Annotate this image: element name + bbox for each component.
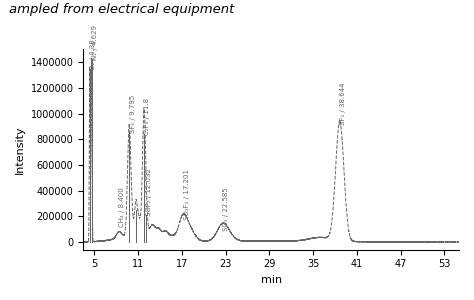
Y-axis label: Intensity: Intensity — [15, 125, 25, 174]
Text: O₂ / 4.38: O₂ / 4.38 — [90, 39, 96, 70]
Text: SO₂ / 22.585: SO₂ / 22.585 — [223, 187, 229, 231]
Text: C₂F₆ / 11.8: C₂F₆ / 11.8 — [144, 98, 150, 135]
Text: SF₄ / 38.644: SF₄ / 38.644 — [340, 82, 346, 124]
Text: SO₂F₂ / 17.201: SO₂F₂ / 17.201 — [183, 169, 190, 220]
Text: CH₄ / 8.400: CH₄ / 8.400 — [119, 188, 126, 227]
Text: SF₆ / 9.795: SF₆ / 9.795 — [129, 94, 136, 133]
Text: N₂ / 4.629: N₂ / 4.629 — [92, 25, 98, 60]
Text: SOF₂ / 12.032: SOF₂ / 12.032 — [146, 168, 152, 216]
Text: ampled from electrical equipment: ampled from electrical equipment — [9, 3, 235, 16]
X-axis label: min: min — [261, 275, 282, 285]
